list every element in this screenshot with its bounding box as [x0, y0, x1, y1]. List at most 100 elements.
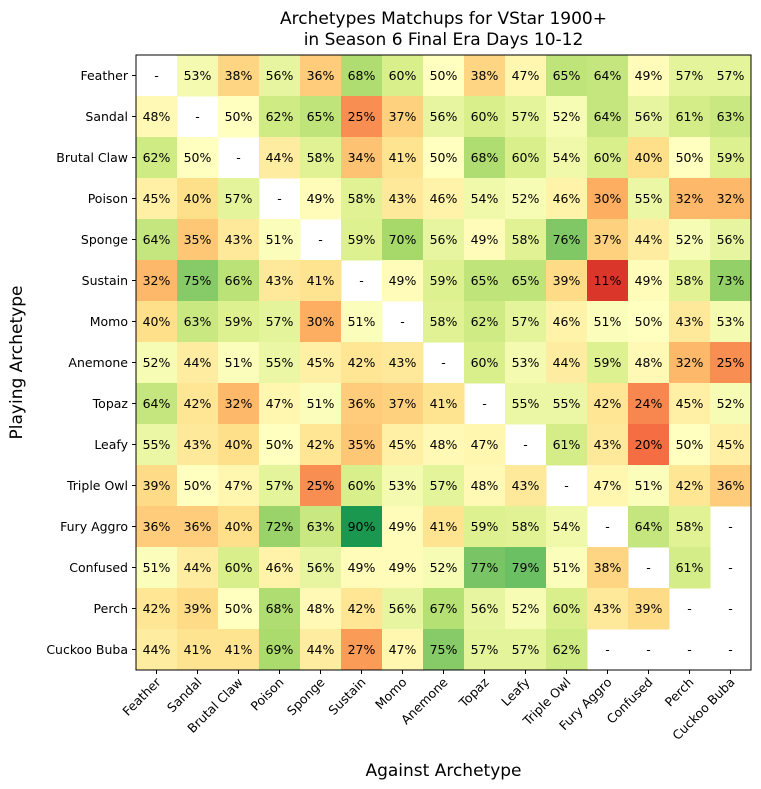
cell-value-label: 43% — [184, 437, 212, 452]
cell-value-label: 42% — [143, 601, 171, 616]
cell-value-label: 60% — [225, 560, 253, 575]
heatmap-cell — [628, 383, 670, 425]
chart-title-line: Archetypes Matchups for VStar 1900+ — [280, 9, 607, 29]
heatmap-cell — [505, 465, 547, 507]
cell-value-label: 25% — [717, 355, 745, 370]
heatmap-cell — [259, 96, 301, 138]
heatmap-cell — [669, 137, 711, 179]
heatmap-cell — [423, 588, 465, 630]
y-tick-label: Fury Aggro — [60, 519, 128, 534]
cell-value-label: 62% — [471, 314, 499, 329]
heatmap-cell — [669, 96, 711, 138]
heatmap-cell — [382, 383, 424, 425]
heatmap-cell — [505, 260, 547, 302]
heatmap-cell — [505, 137, 547, 179]
cell-value-label: 65% — [471, 273, 499, 288]
heatmap-cell — [587, 219, 629, 261]
cell-value-label: 48% — [143, 109, 171, 124]
cell-value-label: 43% — [225, 232, 253, 247]
y-tick-label: Leafy — [94, 437, 128, 452]
cell-value-label: 45% — [717, 437, 745, 452]
cell-value-label: 48% — [635, 355, 663, 370]
heatmap-cell — [136, 506, 178, 548]
cell-value-label: 66% — [225, 273, 253, 288]
cell-value-label: 32% — [717, 191, 745, 206]
heatmap-cell — [177, 424, 219, 466]
heatmap-cell — [259, 137, 301, 179]
heatmap-cell — [300, 301, 342, 343]
heatmap-cell — [259, 383, 301, 425]
heatmap-cell — [136, 342, 178, 384]
heatmap-cell — [341, 178, 383, 220]
cell-value-label: 53% — [512, 355, 540, 370]
cell-value-label: 36% — [717, 478, 745, 493]
heatmap-cell — [587, 55, 629, 97]
heatmap-cell — [464, 96, 506, 138]
y-tick-label: Brutal Claw — [56, 150, 128, 165]
cell-value-label: 41% — [430, 396, 458, 411]
heatmap-cell — [218, 588, 260, 630]
cell-value-label: 57% — [512, 109, 540, 124]
cell-value-label: 50% — [266, 437, 294, 452]
cell-value-label: 47% — [266, 396, 294, 411]
cell-value-label: 58% — [512, 232, 540, 247]
cell-value-label: 43% — [389, 191, 417, 206]
heatmap-cell — [628, 178, 670, 220]
cell-value-label: 54% — [553, 150, 581, 165]
cell-value-label: 56% — [635, 109, 663, 124]
heatmap-cell — [136, 629, 178, 671]
y-tick-label: Feather — [80, 68, 128, 83]
heatmap-cell — [259, 301, 301, 343]
cell-value-label: 25% — [348, 109, 376, 124]
cell-value-label: 58% — [676, 519, 704, 534]
heatmap-cell — [628, 342, 670, 384]
heatmap-cell — [177, 383, 219, 425]
heatmap-cell — [382, 96, 424, 138]
heatmap-cell — [710, 178, 752, 220]
heatmap-cell — [587, 465, 629, 507]
heatmap-cell — [587, 547, 629, 589]
cell-value-label: 56% — [266, 68, 294, 83]
cell-value-label: 41% — [307, 273, 335, 288]
cell-value-label: 46% — [430, 191, 458, 206]
cell-value-label: 72% — [266, 519, 294, 534]
cell-value-label: 51% — [594, 314, 622, 329]
cell-value-label: - — [728, 519, 733, 534]
heatmap-cell — [259, 342, 301, 384]
heatmap-cell — [628, 219, 670, 261]
cell-value-label: 90% — [348, 519, 376, 534]
cell-value-label: 56% — [471, 601, 499, 616]
heatmap-cell — [546, 383, 588, 425]
cell-value-label: 57% — [676, 68, 704, 83]
heatmap-cell — [177, 506, 219, 548]
cell-value-label: - — [482, 396, 487, 411]
heatmap-cell — [218, 301, 260, 343]
cell-value-label: 55% — [635, 191, 663, 206]
cell-value-label: 46% — [553, 314, 581, 329]
heatmap-cell — [628, 506, 670, 548]
heatmap-cell — [669, 219, 711, 261]
cell-value-label: 56% — [307, 560, 335, 575]
heatmap-cell — [341, 55, 383, 97]
cell-value-label: - — [195, 109, 200, 124]
y-tick-label: Cuckoo Buba — [46, 642, 128, 657]
cell-value-label: 52% — [717, 396, 745, 411]
heatmap-cell — [382, 588, 424, 630]
cell-value-label: 27% — [348, 642, 376, 657]
cell-value-label: 55% — [553, 396, 581, 411]
cell-value-label: 43% — [389, 355, 417, 370]
cell-value-label: 50% — [225, 109, 253, 124]
heatmap-cell — [341, 301, 383, 343]
cell-value-label: 58% — [676, 273, 704, 288]
heatmap-cell — [546, 588, 588, 630]
y-tick-label: Sustain — [82, 273, 128, 288]
heatmap-cell — [669, 424, 711, 466]
heatmap-cell — [177, 588, 219, 630]
cell-value-label: 57% — [430, 478, 458, 493]
heatmap-cell — [587, 342, 629, 384]
cell-value-label: 42% — [348, 601, 376, 616]
cell-value-label: 68% — [471, 150, 499, 165]
heatmap-cell — [300, 137, 342, 179]
heatmap-cell — [382, 424, 424, 466]
heatmap-cell — [628, 96, 670, 138]
